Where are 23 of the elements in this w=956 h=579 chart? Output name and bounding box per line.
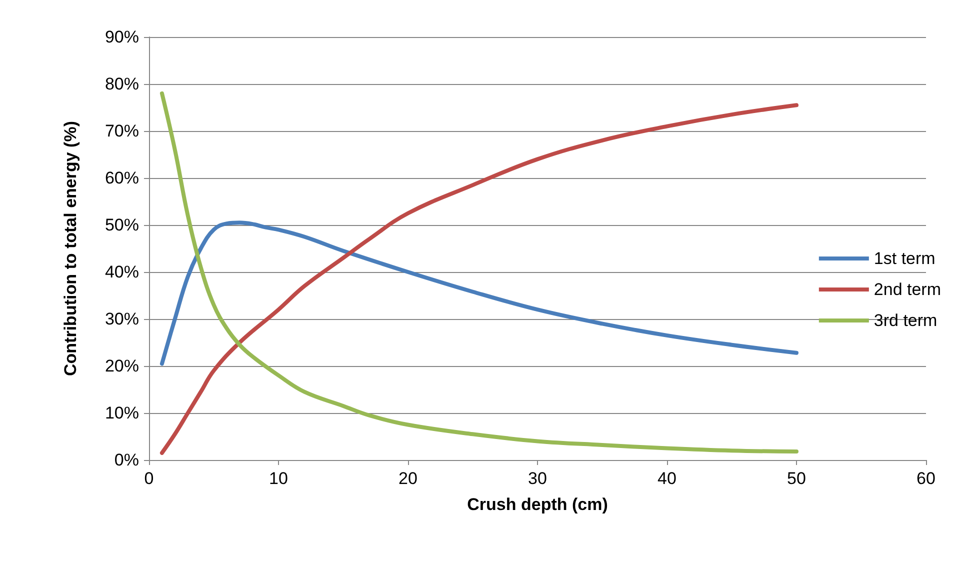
legend-label: 1st term: [874, 249, 936, 268]
y-tick-label: 80%: [104, 74, 139, 94]
x-tick-label: 50: [787, 469, 806, 488]
line-series: [160, 220, 798, 366]
y-tick-label: 20%: [104, 356, 139, 376]
y-tick-label: 50%: [104, 216, 139, 234]
x-tick-label: 30: [528, 469, 547, 488]
legend-label: 2nd term: [874, 280, 942, 299]
y-tick-label: 90%: [104, 28, 139, 46]
y-tick-label: 0%: [114, 450, 139, 470]
x-tick-label: 60: [916, 469, 936, 488]
y-tick-label: 70%: [104, 122, 139, 140]
x-tick-label: 0: [144, 469, 154, 488]
y-axis-title: Contribution to total energy (%): [61, 121, 80, 376]
x-axis-title: Crush depth (cm): [467, 495, 608, 514]
y-tick-label: 60%: [104, 168, 139, 188]
x-tick-label: 40: [658, 469, 676, 488]
legend-label: 3rd term: [874, 311, 938, 330]
y-tick-label: 30%: [104, 310, 139, 328]
y-tick-label: 40%: [104, 262, 139, 282]
y-tick-label: 10%: [104, 404, 139, 422]
x-tick-label: 10: [269, 469, 288, 488]
x-tick-label: 20: [398, 469, 418, 488]
